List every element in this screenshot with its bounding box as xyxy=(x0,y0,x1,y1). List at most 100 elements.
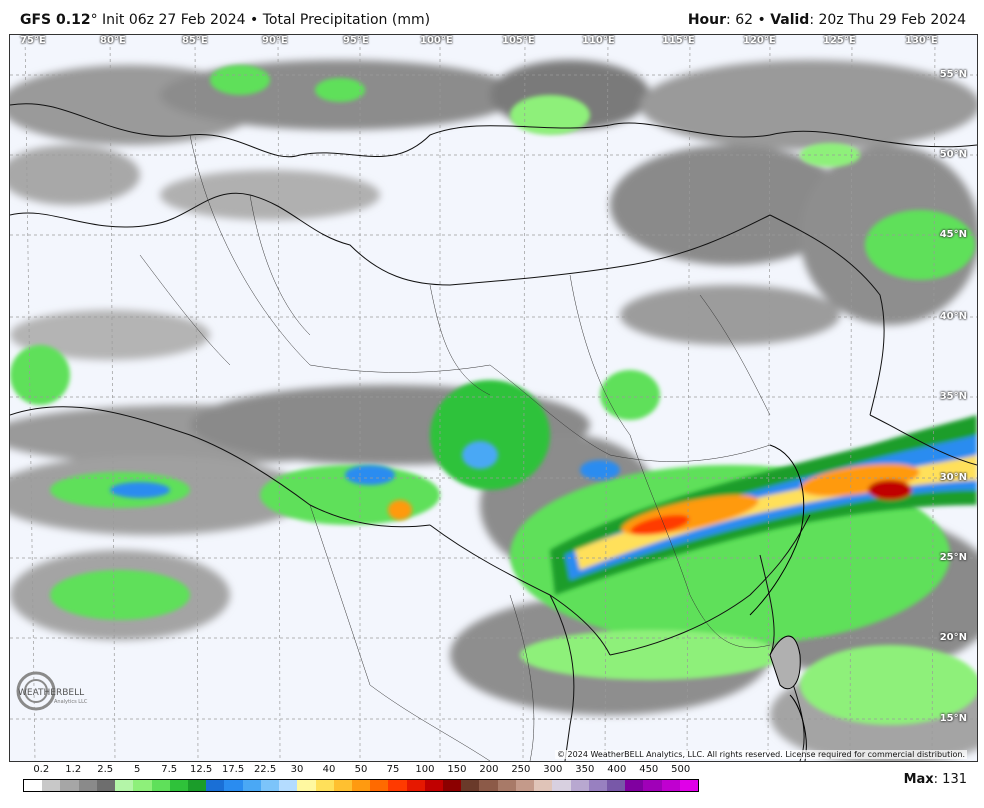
colorbar-tick-label: 250 xyxy=(511,764,531,775)
colorbar-swatch xyxy=(151,780,170,791)
colorbar-swatch xyxy=(224,780,243,791)
colorbar-swatch xyxy=(552,780,571,791)
colorbar-swatch xyxy=(260,780,280,791)
colorbar-swatch xyxy=(607,780,626,791)
colorbar-swatch xyxy=(297,780,316,791)
colorbar-swatch xyxy=(643,780,662,791)
colorbar-swatch xyxy=(279,780,298,791)
colorbar-swatch xyxy=(42,780,61,791)
lon-label: 80°E xyxy=(100,35,126,46)
colorbar-swatch xyxy=(497,780,516,791)
colorbar-tick-label: 500 xyxy=(671,764,691,775)
weatherbell-logo: WEATHERBELL Analytics LLC xyxy=(16,671,88,711)
valid-label: Valid xyxy=(770,12,810,28)
colorbar-swatch xyxy=(60,780,79,791)
colorbar-tick-label: 400 xyxy=(607,764,627,775)
colorbar-tick-label: 50 xyxy=(354,764,368,775)
lon-label: 130°E xyxy=(905,35,938,46)
valid-value: : 20z Thu 29 Feb 2024 xyxy=(809,12,966,28)
lat-label: 15°N xyxy=(939,713,967,724)
degree-sign: ° xyxy=(90,12,98,28)
lon-label: 110°E xyxy=(582,35,615,46)
max-number: : 131 xyxy=(933,772,967,787)
graticule xyxy=(10,35,977,761)
colorbar-swatch xyxy=(625,780,644,791)
lon-label: 75°E xyxy=(20,35,46,46)
colorbar-swatch xyxy=(588,780,607,791)
lon-label: 115°E xyxy=(662,35,695,46)
colorbar-swatch xyxy=(169,780,188,791)
colorbar-swatch xyxy=(570,780,589,791)
colorbar-swatch xyxy=(315,780,334,791)
colorbar-swatch xyxy=(679,780,699,791)
lat-label: 25°N xyxy=(939,552,967,563)
lon-label: 100°E xyxy=(420,35,453,46)
colorbar-swatch xyxy=(370,780,389,791)
colorbar-swatch xyxy=(187,780,207,791)
colorbar-tick-label: 350 xyxy=(575,764,595,775)
colorbar-labels: 0.2 1.2 2.5 5 7.5 12.5 17.5 22.5 30 40 50 75 100 150 2… xyxy=(23,764,699,778)
colorbar-swatch xyxy=(661,780,680,791)
colorbar-swatch xyxy=(115,780,134,791)
lat-label: 50°N xyxy=(939,149,967,160)
colorbar-tick-label: 17.5 xyxy=(221,764,245,775)
lat-label: 55°N xyxy=(939,69,967,80)
colorbar-tick-label: 30 xyxy=(290,764,304,775)
colorbar-tick-label: 300 xyxy=(543,764,563,775)
colorbar-swatch xyxy=(133,780,152,791)
lat-label: 35°N xyxy=(939,391,967,402)
lat-label: 30°N xyxy=(939,472,967,483)
colorbar-tick-label: 0.2 xyxy=(33,764,50,775)
colorbar-swatch xyxy=(242,780,261,791)
lon-label: 85°E xyxy=(182,35,208,46)
colorbar-swatch xyxy=(406,780,425,791)
province-borders xyxy=(139,134,771,761)
colorbar-tick-label: 75 xyxy=(386,764,400,775)
colorbar-swatch xyxy=(351,780,371,791)
precipitation-colorbar xyxy=(23,779,699,792)
colorbar-tick-label: 450 xyxy=(639,764,659,775)
colorbar-swatch xyxy=(78,780,97,791)
colorbar-tick-label: 40 xyxy=(322,764,336,775)
header-bar: GFS 0.12° Init 06z 27 Feb 2024 • Total P… xyxy=(0,0,984,34)
colorbar-swatch xyxy=(443,780,462,791)
colorbar-swatch xyxy=(388,780,407,791)
precipitation-map[interactable]: 75°E 80°E 85°E 90°E 95°E 100°E 105°E 110… xyxy=(9,34,978,762)
colorbar-tick-label: 200 xyxy=(479,764,499,775)
lat-label: 20°N xyxy=(939,632,967,643)
hour-label: Hour xyxy=(687,12,727,28)
logo-sub: Analytics LLC xyxy=(54,699,88,705)
hour-value: : 62 • xyxy=(726,12,771,28)
lon-label: 125°E xyxy=(823,35,856,46)
model-title: GFS 0.12° Init 06z 27 Feb 2024 • Total P… xyxy=(20,12,430,28)
init-text: Init 06z 27 Feb 2024 • Total Precipitati… xyxy=(102,12,431,28)
colorbar-tick-label: 2.5 xyxy=(97,764,114,775)
colorbar-tick-label: 12.5 xyxy=(189,764,213,775)
lon-label: 120°E xyxy=(743,35,776,46)
logo-text: WEATHERBELL xyxy=(18,688,84,698)
lat-label: 40°N xyxy=(939,311,967,322)
colorbar-tick-label: 1.2 xyxy=(65,764,82,775)
copyright-notice: © 2024 WeatherBELL Analytics, LLC. All r… xyxy=(555,750,967,759)
max-value: Max: 131 xyxy=(904,772,967,787)
lon-label: 105°E xyxy=(502,35,535,46)
max-label: Max xyxy=(903,772,934,787)
colorbar-swatch xyxy=(333,780,352,791)
lon-label: 90°E xyxy=(262,35,288,46)
colorbar-swatch xyxy=(24,780,43,791)
colorbar-swatch xyxy=(206,780,225,791)
colorbar-swatch xyxy=(479,780,498,791)
colorbar-swatch xyxy=(96,780,116,791)
colorbar-tick-label: 5 xyxy=(134,764,141,775)
heavy-precip-band xyxy=(110,415,977,595)
colorbar-tick-label: 22.5 xyxy=(253,764,277,775)
colorbar-tick-label: 7.5 xyxy=(161,764,178,775)
model-name: GFS 0.12 xyxy=(20,12,91,28)
valid-time: Hour: 62 • Valid: 20z Thu 29 Feb 2024 xyxy=(688,12,966,28)
lon-label: 95°E xyxy=(343,35,369,46)
colorbar-swatch xyxy=(461,780,480,791)
colorbar-swatch xyxy=(534,780,553,791)
lat-label: 45°N xyxy=(939,229,967,240)
country-borders xyxy=(10,103,977,761)
colorbar-tick-label: 150 xyxy=(447,764,467,775)
